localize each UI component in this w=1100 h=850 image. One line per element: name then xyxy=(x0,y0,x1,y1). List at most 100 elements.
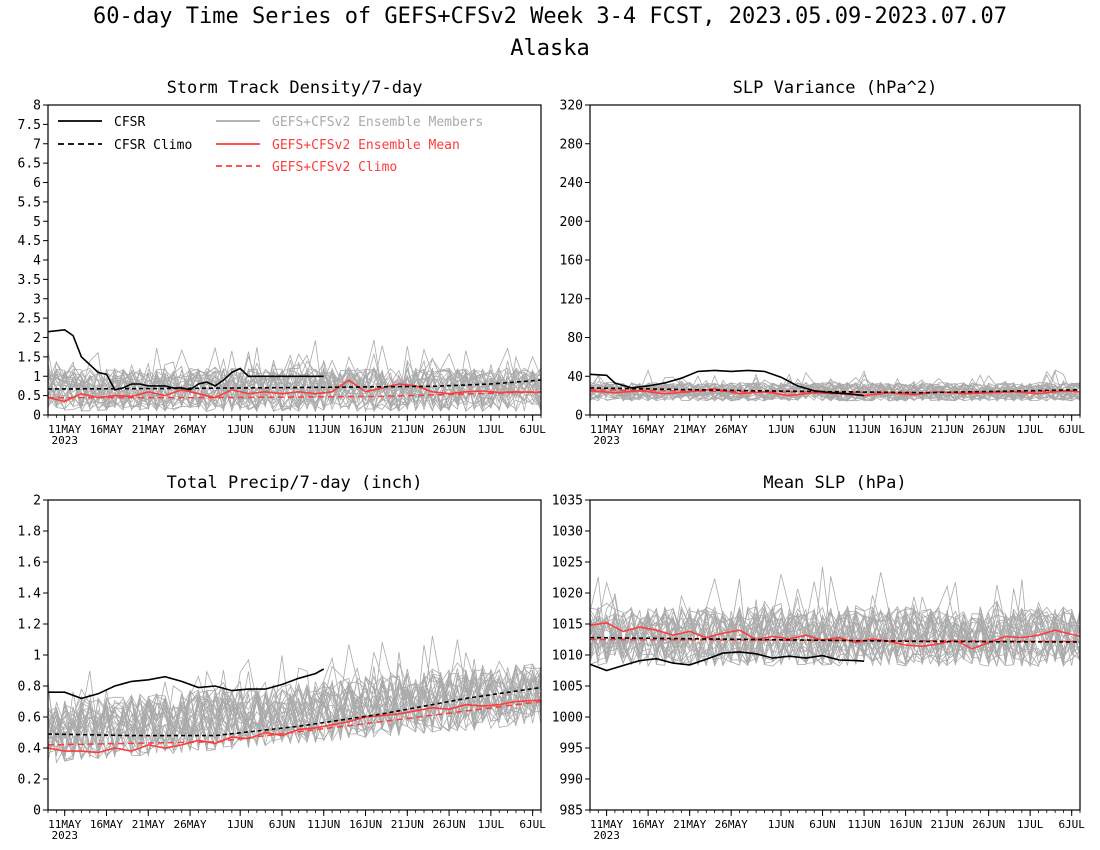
y-tick-label: 2.5 xyxy=(18,312,41,327)
legend-cfsr-climo: CFSR Climo xyxy=(58,138,192,153)
x-tick-label: 26MAY xyxy=(715,423,748,436)
y-tick-label: 0.4 xyxy=(18,742,42,757)
panel-slp-variance: SLP Variance (hPa^2) 0 40 80 120 160 200 240 280… xyxy=(560,78,1086,447)
x-tick-label: 21JUN xyxy=(391,423,424,436)
x-tick-label: 11MAY xyxy=(48,818,81,831)
x-year-label: 2023 xyxy=(51,829,78,842)
x-tick-label: 16JUN xyxy=(349,423,382,436)
x-tick-label: 26JUN xyxy=(433,423,466,436)
x-tick-label: 6JUN xyxy=(809,423,836,436)
x-tick-label: 11JUN xyxy=(307,818,340,831)
x-tick-label: 11MAY xyxy=(590,818,623,831)
x-tick-label: 21JUN xyxy=(391,818,424,831)
legend-members: GEFS+CFSv2 Ensemble Members xyxy=(216,115,483,130)
legend-label: GEFS+CFSv2 Ensemble Mean xyxy=(272,138,460,153)
ensemble-member-line xyxy=(590,566,1080,666)
x-tick-label: 26JUN xyxy=(972,423,1005,436)
plot-area xyxy=(590,566,1080,672)
plot-frame xyxy=(47,499,542,811)
y-tick-label: 0.2 xyxy=(18,773,41,788)
y-tick-label: 240 xyxy=(560,176,583,191)
y-tick-label: 1030 xyxy=(552,525,583,540)
x-tick-label: 1JUN xyxy=(227,818,254,831)
y-tick-label: 1005 xyxy=(552,680,583,695)
ensemble-member-line xyxy=(590,572,1080,667)
y-tick-label: 1.4 xyxy=(18,587,42,602)
y-tick-label: 4.5 xyxy=(18,234,41,249)
x-tick-label: 1JUL xyxy=(1017,423,1044,436)
x-tick-label: 11MAY xyxy=(590,423,623,436)
x-tick-label: 16MAY xyxy=(632,818,665,831)
plot-area xyxy=(48,635,541,764)
cfsr-climo-line xyxy=(48,686,541,737)
y-tick-label: 0 xyxy=(575,409,583,424)
ensemble-member-line xyxy=(48,353,541,412)
y-tick-label: 4 xyxy=(33,254,41,269)
legend-label: CFSR Climo xyxy=(114,138,192,153)
x-tick-label: 21MAY xyxy=(673,818,706,831)
plot-area xyxy=(590,369,1080,402)
x-tick-label: 16JUN xyxy=(349,818,382,831)
y-tick-label: 1025 xyxy=(552,556,583,571)
y-tick-label: 2 xyxy=(33,331,41,346)
x-year-label: 2023 xyxy=(593,434,620,447)
legend-label: CFSR xyxy=(114,115,145,130)
x-tick-label: 26MAY xyxy=(173,818,206,831)
y-tick-label: 1.6 xyxy=(18,556,41,571)
legend-label: GEFS+CFSv2 Ensemble Members xyxy=(272,115,483,130)
x-tick-label: 6JUL xyxy=(1058,423,1085,436)
y-tick-label: 5 xyxy=(33,215,41,230)
x-tick-label: 16MAY xyxy=(90,818,123,831)
x-tick-label: 1JUL xyxy=(1017,818,1044,831)
panel-title: SLP Variance (hPa^2) xyxy=(733,78,938,98)
ensemble-climo-line xyxy=(48,391,541,399)
x-tick-label: 6JUN xyxy=(269,818,296,831)
x-tick-label: 6JUL xyxy=(519,818,546,831)
x-tick-label: 11JUN xyxy=(848,818,881,831)
x-tick-label: 11JUN xyxy=(848,423,881,436)
x-tick-label: 21MAY xyxy=(673,423,706,436)
x-tick-label: 6JUN xyxy=(269,423,296,436)
y-tick-label: 0.5 xyxy=(18,389,41,404)
y-tick-label: 120 xyxy=(560,292,583,307)
x-tick-label: 1JUL xyxy=(478,423,505,436)
cfsr-line xyxy=(590,651,865,672)
legend-label: GEFS+CFSv2 Climo xyxy=(272,160,397,175)
y-tick-label: 1035 xyxy=(552,494,583,509)
y-tick-label: 2 xyxy=(33,494,41,509)
panel-title: Storm Track Density/7-day xyxy=(167,78,423,98)
x-tick-label: 21MAY xyxy=(132,818,165,831)
ensemble-mean-line xyxy=(48,379,541,403)
ensemble-member-line xyxy=(48,362,541,413)
y-tick-label: 3 xyxy=(33,292,41,307)
x-tick-label: 1JUN xyxy=(768,423,795,436)
x-tick-label: 16MAY xyxy=(632,423,665,436)
y-tick-label: 0.8 xyxy=(18,680,41,695)
panel-storm-track-density: Storm Track Density/7-day 0 0.5 1 1.5 2 2.5 3 3.… xyxy=(18,78,547,447)
y-tick-label: 7.5 xyxy=(18,118,41,133)
x-tick-label: 6JUL xyxy=(1058,818,1085,831)
y-tick-label: 280 xyxy=(560,137,583,152)
ensemble-mean-line xyxy=(48,699,541,754)
ensemble-member-line xyxy=(48,348,541,412)
y-tick-label: 1 xyxy=(33,649,41,664)
y-tick-label: 1000 xyxy=(552,711,583,726)
ensemble-member-line xyxy=(48,368,541,412)
y-tick-label: 7 xyxy=(33,137,41,152)
y-tick-label: 1.2 xyxy=(18,618,41,633)
ensemble-member-line xyxy=(48,651,541,755)
y-tick-label: 1.5 xyxy=(18,350,41,365)
y-tick-label: 0.6 xyxy=(18,711,41,726)
x-tick-label: 26JUN xyxy=(433,818,466,831)
x-tick-label: 21MAY xyxy=(132,423,165,436)
y-tick-label: 3.5 xyxy=(18,273,41,288)
x-tick-label: 6JUN xyxy=(809,818,836,831)
figure-title: 60-day Time Series of GEFS+CFSv2 Week 3-… xyxy=(93,4,1007,29)
figure-subtitle: Alaska xyxy=(510,36,590,61)
y-tick-label: 80 xyxy=(567,331,583,346)
legend-cfsr: CFSR xyxy=(58,115,145,130)
x-tick-label: 11JUN xyxy=(307,423,340,436)
ensemble-member-line xyxy=(48,663,541,758)
y-tick-label: 995 xyxy=(560,742,583,757)
